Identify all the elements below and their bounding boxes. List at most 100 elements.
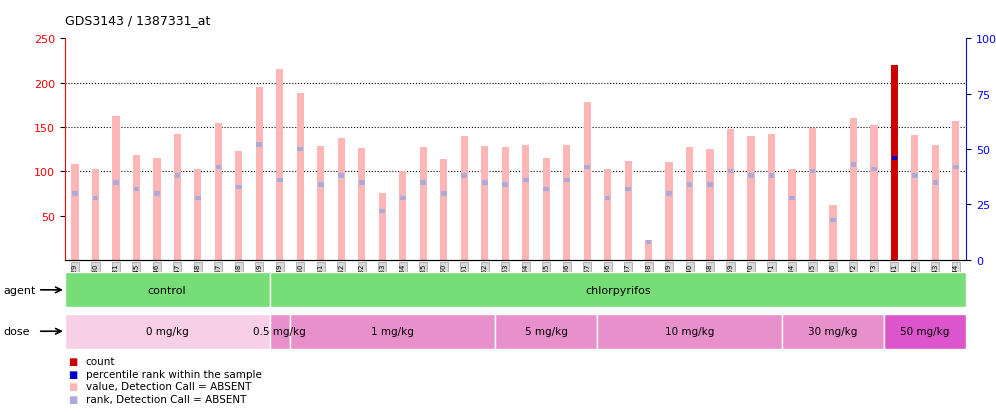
Bar <box>543 187 549 192</box>
Bar <box>686 183 692 187</box>
Bar <box>564 178 570 183</box>
Bar <box>338 138 345 260</box>
Bar <box>604 170 612 260</box>
Bar <box>257 143 262 147</box>
Bar <box>114 180 119 185</box>
Bar <box>748 174 754 178</box>
Bar <box>686 148 693 260</box>
Bar <box>174 174 180 178</box>
Bar <box>768 135 775 260</box>
Bar <box>495 314 598 349</box>
Bar <box>502 148 509 260</box>
Bar <box>194 169 201 260</box>
Bar <box>93 196 99 201</box>
Bar <box>645 241 652 260</box>
Bar <box>884 314 966 349</box>
Bar <box>92 169 99 260</box>
Text: agent: agent <box>3 285 36 295</box>
Bar <box>113 117 120 260</box>
Bar <box>706 150 713 260</box>
Bar <box>277 178 283 183</box>
Bar <box>215 124 222 260</box>
Text: chlorpyrifos: chlorpyrifos <box>585 285 650 295</box>
Bar <box>419 148 427 260</box>
Bar <box>290 314 495 349</box>
Text: 1 mg/kg: 1 mg/kg <box>372 326 414 337</box>
Bar <box>625 187 631 192</box>
Bar <box>174 135 181 260</box>
Text: ■: ■ <box>68 394 77 404</box>
Text: 5 mg/kg: 5 mg/kg <box>525 326 568 337</box>
Bar <box>952 121 959 260</box>
Bar <box>789 196 795 201</box>
Bar <box>872 167 876 172</box>
Text: 0 mg/kg: 0 mg/kg <box>145 326 188 337</box>
Bar <box>132 156 140 260</box>
Bar <box>482 180 488 185</box>
Bar <box>65 314 270 349</box>
Bar <box>666 192 672 196</box>
Bar <box>270 314 290 349</box>
Bar <box>298 147 303 152</box>
Bar <box>953 165 959 170</box>
Bar <box>153 159 160 260</box>
Bar <box>399 172 406 260</box>
Bar <box>399 196 405 201</box>
Bar <box>789 169 796 260</box>
Bar <box>782 314 884 349</box>
Bar <box>932 145 939 260</box>
Text: ■: ■ <box>68 356 77 366</box>
Bar <box>912 174 917 178</box>
Bar <box>585 165 590 170</box>
Bar <box>440 159 447 260</box>
Text: rank, Detection Call = ABSENT: rank, Detection Call = ABSENT <box>86 394 246 404</box>
Text: GDS3143 / 1387331_at: GDS3143 / 1387331_at <box>65 14 210 27</box>
Bar <box>72 192 78 196</box>
Text: percentile rank within the sample: percentile rank within the sample <box>86 369 262 379</box>
Bar <box>339 174 345 178</box>
Bar <box>563 145 571 260</box>
Bar <box>522 145 529 260</box>
Bar <box>318 147 325 260</box>
Bar <box>810 170 816 174</box>
Bar <box>297 94 304 260</box>
Bar <box>523 178 529 183</box>
Bar <box>318 183 324 187</box>
Bar <box>276 70 284 260</box>
Bar <box>598 314 782 349</box>
Text: 50 mg/kg: 50 mg/kg <box>900 326 950 337</box>
Bar <box>195 196 201 201</box>
Bar <box>481 146 488 260</box>
Text: 30 mg/kg: 30 mg/kg <box>809 326 858 337</box>
Bar <box>727 129 734 260</box>
Bar <box>769 174 774 178</box>
Bar <box>270 273 966 308</box>
Bar <box>850 119 857 260</box>
Text: dose: dose <box>3 326 30 337</box>
Bar <box>441 192 446 196</box>
Bar <box>605 196 611 201</box>
Bar <box>707 183 713 187</box>
Text: control: control <box>147 285 186 295</box>
Bar <box>871 126 877 260</box>
Text: ■: ■ <box>68 381 77 391</box>
Bar <box>420 180 426 185</box>
Bar <box>851 163 857 167</box>
Bar <box>830 218 836 223</box>
Bar <box>728 170 733 174</box>
Bar <box>461 174 467 178</box>
Bar <box>665 163 672 260</box>
Bar <box>235 152 242 260</box>
Bar <box>890 66 898 260</box>
Bar <box>72 165 79 260</box>
Bar <box>624 161 631 260</box>
Bar <box>809 128 816 260</box>
Bar <box>133 187 139 192</box>
Bar <box>911 135 918 260</box>
Bar <box>378 194 385 260</box>
Bar <box>584 103 591 260</box>
Text: ■: ■ <box>68 369 77 379</box>
Bar <box>932 180 938 185</box>
Bar <box>460 136 468 260</box>
Bar <box>502 183 508 187</box>
